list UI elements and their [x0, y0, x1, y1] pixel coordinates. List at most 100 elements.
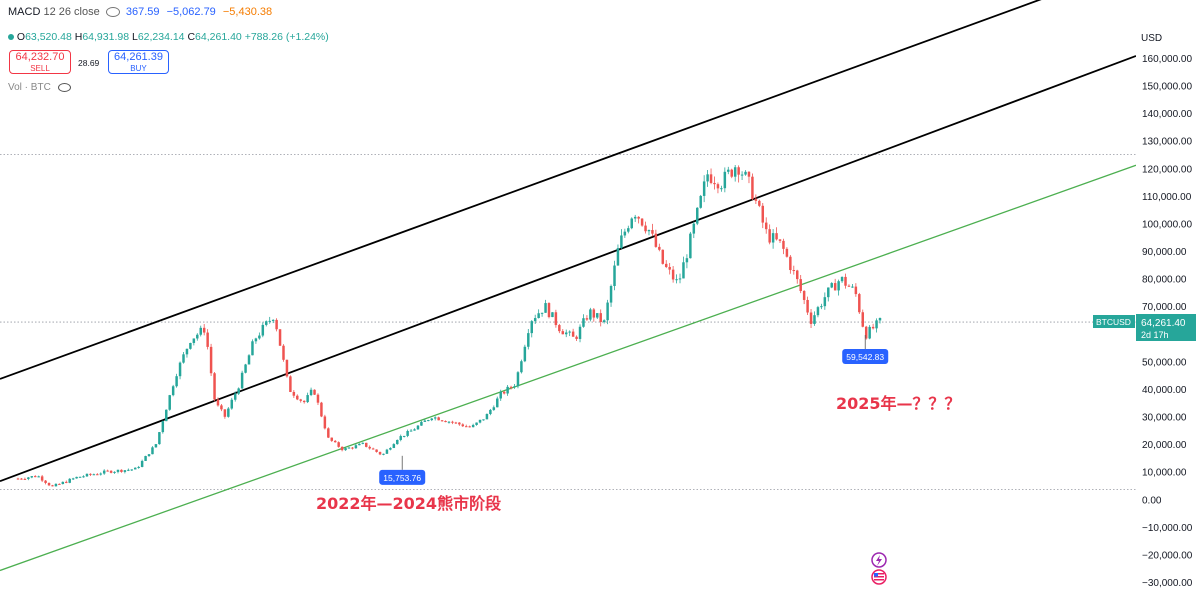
candle: [71, 477, 75, 480]
candle: [137, 465, 140, 469]
candle: [671, 266, 675, 283]
candle-body: [871, 326, 875, 329]
candle: [92, 473, 96, 476]
candle-body: [382, 453, 385, 455]
candle-body: [265, 321, 268, 325]
candle: [809, 309, 813, 329]
candle-body: [571, 331, 575, 337]
candle: [496, 396, 499, 408]
candle-body: [764, 222, 768, 230]
candle-body: [289, 376, 292, 392]
candle-body: [106, 470, 109, 472]
candle-body: [240, 372, 244, 389]
candle: [220, 404, 223, 412]
candle: [82, 475, 85, 478]
candle: [182, 352, 185, 364]
candle-body: [268, 320, 271, 322]
y-tick-label: 110,000.00: [1142, 192, 1192, 203]
candle-body: [475, 422, 478, 425]
candle-body: [144, 456, 147, 461]
candle-body: [399, 436, 402, 440]
candle: [516, 371, 520, 389]
candle: [754, 194, 758, 205]
candle-body: [620, 235, 623, 249]
candle-body: [878, 317, 882, 321]
candle: [816, 305, 820, 318]
candles: [16, 165, 882, 487]
candle-body: [161, 421, 165, 433]
candle-body: [396, 439, 399, 445]
candle-body: [485, 414, 489, 420]
candle: [564, 329, 568, 338]
candle-body: [189, 342, 192, 349]
event-icon-lightning[interactable]: [871, 552, 887, 568]
eye-icon[interactable]: [105, 7, 120, 18]
candle: [602, 319, 606, 324]
candle-body: [544, 303, 547, 313]
candle-body: [592, 309, 596, 318]
candle: [609, 284, 613, 307]
low-label: L: [131, 31, 138, 43]
candle-body: [158, 432, 161, 445]
candle-body: [154, 444, 158, 448]
candle: [778, 239, 782, 244]
candle: [675, 274, 678, 284]
volume-legend[interactable]: Vol · BTC: [8, 82, 71, 93]
candle: [585, 315, 589, 321]
candle-body: [513, 386, 516, 388]
candle: [502, 390, 506, 395]
candle: [844, 273, 847, 289]
visibility-eye-icon[interactable]: [57, 82, 71, 92]
candle-body: [251, 341, 254, 356]
candle-body: [340, 446, 344, 451]
candle: [716, 182, 720, 194]
candle-body: [299, 399, 302, 401]
candle: [199, 325, 202, 337]
change-value: +788.26 (+1.24%): [244, 31, 329, 43]
candle: [337, 441, 340, 448]
candle: [523, 344, 527, 363]
candle-body: [175, 376, 178, 387]
y-tick-label: 90,000.00: [1142, 247, 1187, 258]
candle: [547, 302, 551, 319]
currency-label[interactable]: USD: [1141, 33, 1162, 44]
candle: [833, 278, 837, 291]
candle: [423, 419, 427, 422]
candle-body: [351, 447, 354, 449]
candle: [206, 329, 209, 350]
candle: [651, 223, 654, 237]
candle-body: [347, 447, 351, 449]
candle-body: [868, 326, 871, 339]
candle-body: [113, 471, 116, 473]
event-icon-us-flag[interactable]: [871, 569, 887, 585]
candle-body: [596, 313, 599, 318]
candle: [402, 435, 406, 438]
candle: [230, 397, 234, 410]
candle-body: [275, 319, 278, 330]
candle-body: [692, 223, 696, 234]
candle: [23, 477, 27, 480]
candle: [696, 207, 699, 226]
candle-body: [375, 449, 378, 452]
candle: [533, 314, 537, 325]
sell-button[interactable]: 64,232.70 SELL: [9, 50, 71, 74]
candle: [620, 229, 623, 249]
candle-body: [582, 318, 585, 327]
candle-body: [116, 469, 120, 472]
candle: [571, 328, 575, 337]
buy-button[interactable]: 64,261.39 BUY: [108, 50, 169, 74]
candle-body: [699, 195, 702, 208]
candle: [775, 227, 778, 241]
price-axis[interactable]: USD: [1136, 0, 1199, 593]
candle-body: [482, 419, 485, 421]
candle: [106, 469, 109, 472]
candle-body: [199, 327, 202, 335]
candle: [251, 339, 254, 356]
candle: [47, 482, 51, 487]
candle-body: [378, 451, 382, 455]
candle-body: [451, 421, 454, 423]
candle: [433, 416, 437, 421]
macd-legend[interactable]: MACD 12 26 close 367.59 −5,062.79 −5,430…: [8, 6, 272, 18]
mark-label-0: 15,753.76: [383, 473, 421, 483]
